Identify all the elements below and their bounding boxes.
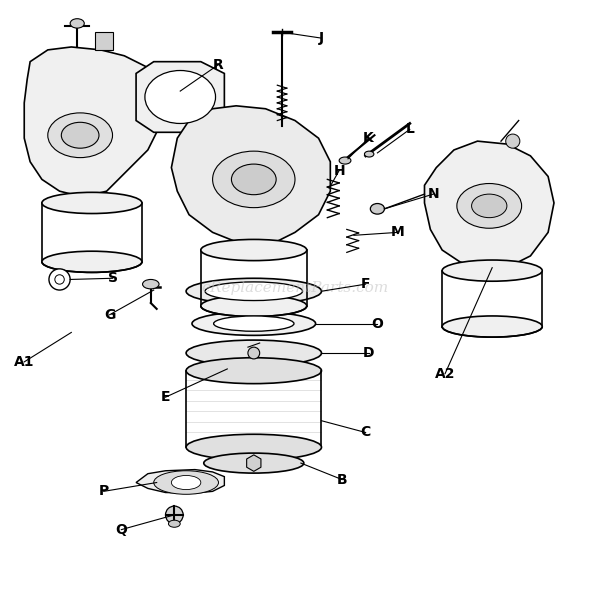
Ellipse shape [471, 194, 507, 218]
Ellipse shape [201, 239, 307, 261]
Ellipse shape [145, 70, 215, 124]
Text: O: O [372, 316, 384, 331]
Text: C: C [360, 425, 371, 439]
Circle shape [166, 506, 183, 524]
Text: E: E [160, 390, 171, 404]
Text: F: F [361, 277, 371, 291]
Ellipse shape [186, 358, 322, 384]
Ellipse shape [61, 122, 99, 148]
Circle shape [248, 347, 260, 359]
Ellipse shape [70, 19, 84, 28]
Text: eReplacementParts.com: eReplacementParts.com [201, 281, 389, 295]
Ellipse shape [186, 340, 322, 366]
Ellipse shape [457, 184, 522, 228]
Text: A1: A1 [14, 355, 34, 369]
Ellipse shape [212, 151, 295, 208]
Text: A2: A2 [435, 367, 455, 381]
Ellipse shape [201, 295, 307, 316]
Circle shape [49, 269, 70, 290]
Ellipse shape [214, 316, 294, 331]
Ellipse shape [169, 520, 180, 527]
Polygon shape [136, 62, 224, 132]
Ellipse shape [205, 282, 303, 301]
Ellipse shape [442, 316, 542, 337]
Circle shape [506, 134, 520, 148]
Text: M: M [391, 225, 405, 239]
Text: R: R [213, 58, 224, 72]
Ellipse shape [48, 113, 113, 158]
Polygon shape [95, 32, 113, 50]
Ellipse shape [371, 204, 385, 214]
Ellipse shape [143, 279, 159, 289]
Circle shape [55, 275, 64, 284]
Text: S: S [107, 271, 117, 285]
Text: P: P [99, 484, 109, 498]
Polygon shape [136, 470, 224, 493]
Polygon shape [171, 106, 330, 244]
Polygon shape [247, 455, 261, 471]
Text: N: N [428, 187, 439, 201]
Ellipse shape [186, 435, 322, 460]
Ellipse shape [442, 260, 542, 281]
Ellipse shape [231, 164, 276, 195]
Text: D: D [363, 346, 374, 360]
Ellipse shape [171, 476, 201, 490]
Text: K: K [363, 131, 374, 145]
Text: B: B [337, 473, 348, 487]
Ellipse shape [365, 151, 374, 157]
Text: L: L [405, 122, 414, 136]
Ellipse shape [186, 278, 322, 304]
Text: H: H [333, 164, 345, 178]
Ellipse shape [204, 453, 304, 473]
Polygon shape [24, 47, 160, 197]
Ellipse shape [192, 312, 316, 335]
Text: Q: Q [116, 522, 127, 537]
Text: G: G [104, 308, 115, 322]
Ellipse shape [42, 251, 142, 272]
Ellipse shape [339, 157, 351, 164]
Ellipse shape [154, 471, 218, 494]
Polygon shape [424, 141, 554, 271]
Ellipse shape [42, 192, 142, 213]
Text: J: J [319, 31, 324, 45]
